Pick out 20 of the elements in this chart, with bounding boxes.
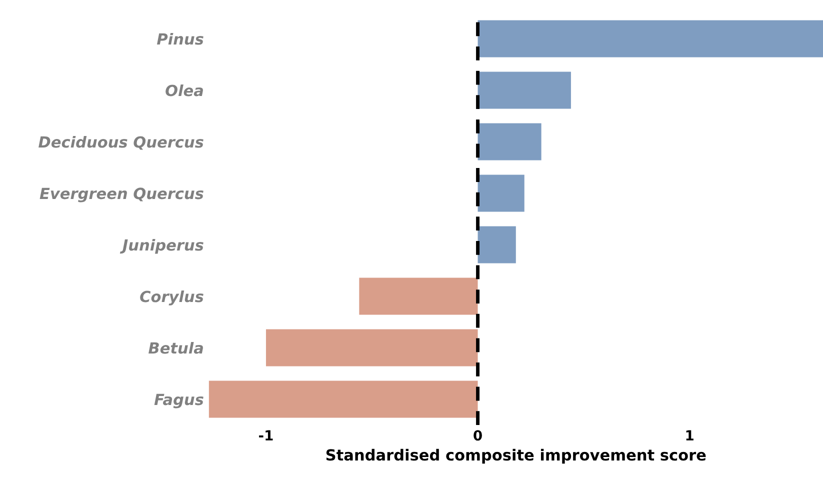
bar xyxy=(478,226,516,264)
x-tick-label: -1 xyxy=(259,430,273,440)
y-tick-label: Olea xyxy=(166,84,203,96)
bar xyxy=(478,72,571,109)
bar xyxy=(478,123,542,160)
y-tick-label: Juniperus xyxy=(120,238,204,254)
bar xyxy=(266,329,478,366)
y-tick-label: Deciduous Quercus xyxy=(38,136,204,150)
y-tick-label: Fagus xyxy=(154,394,204,408)
x-tick-label: 1 xyxy=(686,430,694,440)
bar xyxy=(478,20,823,58)
x-axis-title: Standardised composite improvement score xyxy=(326,448,706,464)
x-tick-label: 0 xyxy=(474,430,482,441)
bar xyxy=(359,278,478,315)
y-tick-label: Corylus xyxy=(140,290,204,306)
y-tick-label: Betula xyxy=(148,342,203,354)
y-tick-label: Evergreen Quercus xyxy=(40,188,204,202)
y-tick-label: Pinus xyxy=(156,32,204,45)
bar xyxy=(478,174,524,212)
bar xyxy=(208,380,478,418)
